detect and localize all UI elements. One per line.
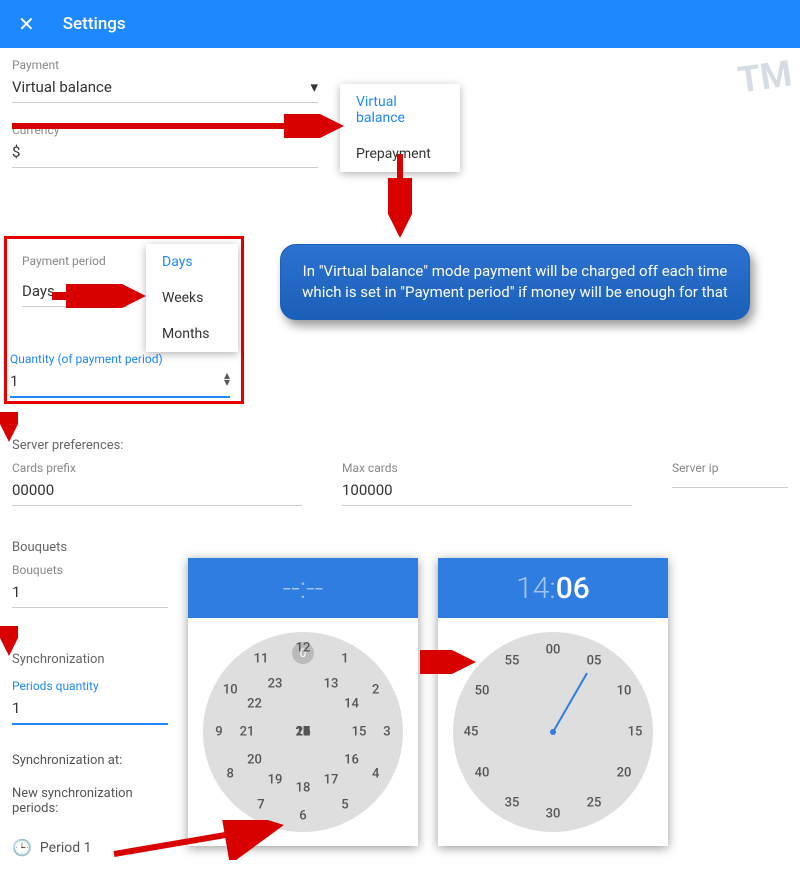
settings-header: ✕ Settings [0, 0, 800, 48]
chevron-down-icon: ▾ [310, 78, 318, 96]
arrow-annotation [110, 820, 290, 860]
periods-qty-label: Periods quantity [12, 679, 168, 693]
period-label: Payment period [22, 254, 128, 268]
stepper-icon[interactable]: ▴▾ [224, 372, 230, 390]
page-title: Settings [63, 14, 126, 34]
time-picker-minutes[interactable]: 14:06 000510152025303540455055 [438, 558, 668, 846]
period-field[interactable]: Period 1 [40, 840, 92, 856]
cards-prefix-field[interactable]: 00000 [12, 477, 302, 506]
sync-at-label: Synchronization at: [12, 753, 168, 768]
period-option-months[interactable]: Months [146, 316, 238, 352]
payment-select[interactable]: Virtual balance ▾ [12, 74, 318, 103]
time-display: 14:06 [438, 558, 668, 618]
period-dropdown[interactable]: Days Weeks Months [146, 244, 238, 352]
bouquets-field[interactable]: 1 [12, 579, 168, 608]
arrow-annotation [388, 152, 412, 244]
max-cards-field[interactable]: 100000 [342, 477, 632, 506]
qty-field[interactable]: 1 ▴▾ [10, 368, 230, 398]
qty-label: Quantity (of payment period) [10, 352, 230, 366]
sync-title: Synchronization [0, 640, 180, 671]
time-display-blank: --:-- [188, 558, 418, 618]
arrow-annotation [10, 114, 350, 138]
clock-icon: 🕒 [12, 838, 32, 857]
payment-option-virtual[interactable]: Virtual balance [340, 84, 460, 136]
clock-hand [552, 673, 588, 733]
currency-field[interactable]: $ [12, 139, 318, 168]
qty-value: 1 [10, 372, 18, 390]
time-picker-hours[interactable]: --:-- 0 12123456789101113141516171819202… [188, 558, 418, 846]
cards-prefix-label: Cards prefix [12, 461, 302, 475]
payment-label: Payment [12, 58, 318, 72]
new-periods-label: New synchronization periods: [12, 786, 168, 816]
arrow-annotation [420, 650, 480, 674]
periods-qty-field[interactable]: 1 [12, 695, 168, 725]
period-option-days[interactable]: Days [146, 244, 238, 280]
arrow-annotation [0, 412, 18, 448]
arrow-annotation [50, 284, 150, 308]
clock-face-minutes[interactable]: 000510152025303540455055 [453, 632, 653, 832]
arrow-annotation [0, 626, 18, 662]
server-section-title: Server preferences: [0, 426, 800, 457]
bouquets-label: Bouquets [12, 563, 168, 577]
max-cards-label: Max cards [342, 461, 632, 475]
server-ip-field[interactable] [672, 477, 788, 488]
payment-value: Virtual balance [12, 78, 112, 96]
server-ip-label: Server ip [672, 461, 788, 475]
period-option-weeks[interactable]: Weeks [146, 280, 238, 316]
info-callout: In "Virtual balance" mode payment will b… [280, 244, 750, 320]
watermark: TM [736, 52, 795, 101]
bouquets-title: Bouquets [0, 528, 180, 559]
clock-face-hours[interactable]: 0 12123456789101113141516171819202122231… [203, 632, 403, 832]
close-icon[interactable]: ✕ [18, 12, 35, 36]
